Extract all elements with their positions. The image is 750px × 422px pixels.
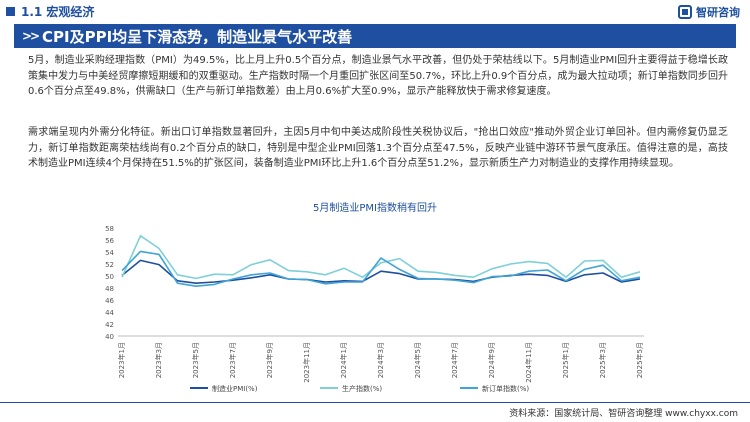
double-chevron-icon: >>: [22, 29, 40, 43]
top-bar: 1.1 宏观经济 智研咨询: [0, 0, 750, 22]
x-tick-label: 2025年3月: [598, 342, 607, 378]
x-tick-label: 2023年3月: [154, 342, 163, 378]
x-tick-label: 2025年5月: [635, 342, 644, 378]
chart-title: 5月制造业PMI指数稍有回升: [313, 203, 437, 214]
page-title: CPI及PPI均呈下滑态势，制造业景气水平改善: [42, 28, 353, 46]
body-paragraph-2: 需求端呈现内外需分化特征。新出口订单指数显著回升，主因5月中旬中美达成阶段性关税…: [28, 127, 728, 170]
y-tick-label: 46: [105, 297, 114, 305]
x-tick-label: 2023年9月: [265, 342, 274, 378]
y-tick-label: 58: [105, 225, 114, 233]
x-tick-label: 2023年7月: [228, 342, 237, 378]
source-note: 资料来源：国家统计局、智研咨询整理 www.chyxx.com: [509, 409, 738, 419]
title-banner: >> CPI及PPI均呈下滑态势，制造业景气水平改善: [14, 24, 736, 48]
series-line-3: [121, 250, 641, 287]
y-tick-label: 42: [105, 321, 114, 329]
y-tick-label: 48: [105, 285, 114, 293]
y-tick-label: 56: [105, 237, 114, 245]
series-line-2: [121, 234, 641, 280]
footer-divider: [0, 402, 750, 403]
y-tick-label: 44: [105, 309, 114, 317]
brand-logo-text: 智研咨询: [696, 6, 740, 19]
y-tick-label: 50: [105, 273, 114, 281]
series-line-1: [121, 259, 641, 284]
section-square-icon: [6, 7, 15, 16]
brand-logo: 智研咨询: [678, 4, 740, 20]
x-tick-label: 2024年5月: [413, 342, 422, 378]
x-tick-label: 2024年9月: [487, 342, 496, 378]
pmi-line-chart: 40 42 44 46 48 50 52 54 56 58 2023年1月 2023年3月 2023年5…: [105, 225, 644, 393]
legend-label-1: 制造业PMI(%): [212, 384, 258, 393]
x-tick-label: 2025年1月: [561, 342, 570, 378]
y-tick-label: 52: [105, 261, 114, 269]
x-tick-label: 2024年1月: [339, 342, 348, 378]
y-tick-label: 54: [105, 249, 114, 257]
x-tick-label: 2024年11月: [524, 342, 533, 383]
x-tick-label: 2023年11月: [302, 342, 311, 383]
legend-label-2: 生产指数(%): [342, 384, 382, 393]
legend-label-3: 新订单指数(%): [482, 384, 529, 393]
brand-logo-icon: [678, 5, 692, 19]
x-tick-label: 2024年7月: [450, 342, 459, 378]
x-tick-label: 2023年5月: [191, 342, 200, 378]
x-tick-label: 2024年3月: [376, 342, 385, 378]
section-heading: 1.1 宏观经济: [21, 5, 95, 19]
x-tick-label: 2023年1月: [117, 342, 126, 378]
y-tick-label: 40: [105, 333, 114, 341]
body-paragraph-1: 5月，制造业采购经理指数（PMI）为49.5%，比上月上升0.5个百分点，制造业…: [28, 55, 728, 98]
